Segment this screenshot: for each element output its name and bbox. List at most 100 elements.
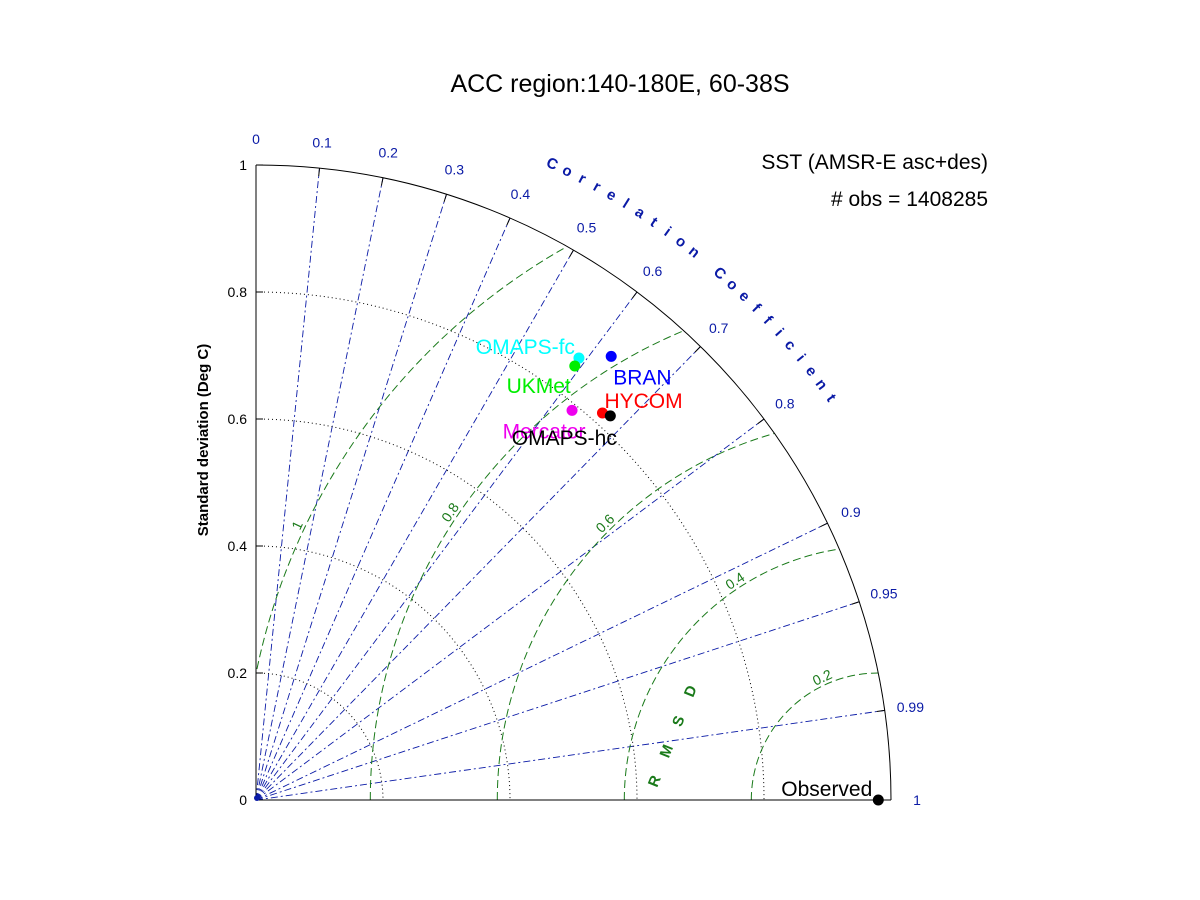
correlation-title-letter: r — [590, 178, 604, 196]
correlation-tick-mark — [443, 194, 447, 203]
correlation-title-letter: o — [559, 162, 575, 181]
correlation-tick-label: 0.6 — [643, 263, 663, 279]
correlation-title-letter: l — [619, 196, 632, 213]
correlation-title-letter: i — [793, 351, 809, 365]
correlation-title-letter: o — [723, 275, 741, 294]
correlation-tick-label: 0.95 — [870, 586, 897, 602]
correlation-tick-label: 0.9 — [841, 504, 861, 520]
info-line-dataset: SST (AMSR-E asc+des) — [761, 151, 988, 174]
rmsd-contour-label: 0.2 — [810, 666, 835, 689]
correlation-title-letter: f — [760, 313, 777, 329]
outer-correlation-arc — [255, 164, 892, 801]
model-label: BRAN — [613, 366, 671, 389]
rmsd-title-letter: D — [681, 683, 701, 700]
sd-tick-label: 0.6 — [228, 411, 248, 427]
correlation-title-letter: t — [823, 391, 840, 405]
model-point — [605, 350, 617, 362]
correlation-title-letter: n — [685, 243, 703, 262]
correlation-tick-label: 0.5 — [577, 220, 597, 236]
rmsd-contour-label: 0.4 — [722, 569, 747, 593]
correlation-title-letter: f — [748, 300, 764, 316]
info-line-obs-count: # obs = 1408285 — [831, 188, 988, 211]
correlation-title-letter: a — [632, 203, 649, 222]
chart-title: ACC region:140-180E, 60-38S — [450, 70, 789, 98]
sd-tick-label: 0.8 — [228, 284, 248, 300]
rmsd-contour — [369, 291, 891, 800]
correlation-title-letter: e — [603, 186, 619, 205]
rmsd-contour-label: 1 — [288, 518, 306, 532]
correlation-title-letter: C — [544, 154, 561, 174]
correlation-title-letter: n — [812, 376, 831, 393]
labels-layer: 0.2 0.4 0.6 0.8 1 0 0.2 0.4 0.6 0.8 1 0 0.1 0.2 0.3 0.4… — [228, 131, 925, 808]
model-label: UKMet — [507, 375, 571, 398]
rmsd-title-letter: R — [645, 773, 665, 790]
sd-tick-label: 0 — [239, 792, 247, 808]
correlation-line — [255, 346, 701, 801]
correlation-line — [255, 177, 384, 801]
reference-label: Observed — [781, 778, 872, 801]
correlation-tick-mark — [820, 522, 828, 528]
correlation-tick-label: 0.2 — [378, 144, 398, 160]
correlation-tick-mark — [757, 418, 765, 425]
model-label: OMAPS-fc — [476, 336, 575, 359]
correlation-title-letter: c — [781, 336, 799, 353]
correlation-line — [255, 291, 638, 801]
correlation-line — [255, 194, 447, 801]
correlation-tick-mark — [876, 709, 885, 713]
points-layer: Observed OMAPS-fc UKMet BRAN Mercator HYCOM OM… — [254, 336, 884, 806]
correlation-line — [255, 418, 765, 801]
correlation-tick-label: 1 — [913, 792, 921, 808]
correlation-tick-label: 0.99 — [897, 699, 924, 715]
correlation-title-letter: e — [735, 287, 753, 305]
correlation-tick-label: 0.7 — [709, 320, 729, 336]
correlation-tick-label: 0.1 — [312, 134, 332, 150]
model-point — [604, 410, 616, 422]
correlation-tick-mark — [851, 601, 860, 605]
grid-layer — [255, 168, 885, 801]
correlation-title-letter: i — [661, 224, 674, 240]
correlation-tick-label: 0 — [252, 131, 260, 147]
correlation-title-letter: r — [576, 170, 589, 188]
rmsd-contour-label: 0.8 — [438, 500, 462, 525]
correlation-title-letter: i — [771, 325, 786, 339]
rmsd-title-letter: M — [657, 742, 677, 760]
correlation-line — [255, 601, 860, 801]
correlation-tick-label: 0.4 — [511, 186, 531, 202]
reference-point — [872, 794, 884, 806]
model-point — [569, 360, 581, 372]
sd-arc — [255, 545, 511, 801]
correlation-title-letter: e — [802, 363, 821, 380]
correlation-line — [255, 249, 574, 801]
correlation-tick-mark — [318, 168, 320, 177]
y-axis-label: Standard deviation (Deg C) — [195, 344, 212, 537]
rmsd-contours — [256, 165, 891, 800]
origin-marker — [254, 795, 260, 801]
axes-layer — [255, 164, 892, 801]
rmsd-contour — [256, 165, 891, 800]
sd-arc — [255, 418, 638, 801]
correlation-line — [255, 709, 885, 801]
correlation-tick-mark — [694, 346, 701, 353]
correlation-tick-label: 0.3 — [445, 161, 465, 177]
correlation-title-letter: C — [710, 264, 729, 284]
sd-arc — [255, 291, 765, 801]
correlation-tick-mark — [506, 217, 511, 226]
correlation-tick-mark — [380, 177, 384, 186]
model-point — [566, 404, 578, 416]
sd-arc — [255, 672, 384, 801]
rmsd-contour — [496, 418, 891, 800]
correlation-tick-mark — [631, 291, 638, 299]
correlation-title-letter: o — [672, 232, 690, 251]
model-label: HYCOM — [604, 390, 682, 413]
rmsd-contour-label: 0.6 — [592, 511, 617, 536]
model-label: Mercator — [503, 420, 586, 443]
correlation-tick-label: 0.8 — [775, 395, 795, 411]
sd-tick-label: 0.4 — [228, 538, 248, 554]
correlation-title-letter: t — [647, 214, 661, 231]
correlation-line — [255, 522, 828, 801]
sd-tick-label: 0.2 — [228, 665, 248, 681]
correlation-line — [255, 217, 511, 801]
correlation-line — [255, 168, 320, 801]
model-label: OMAPS-hc — [512, 427, 617, 450]
